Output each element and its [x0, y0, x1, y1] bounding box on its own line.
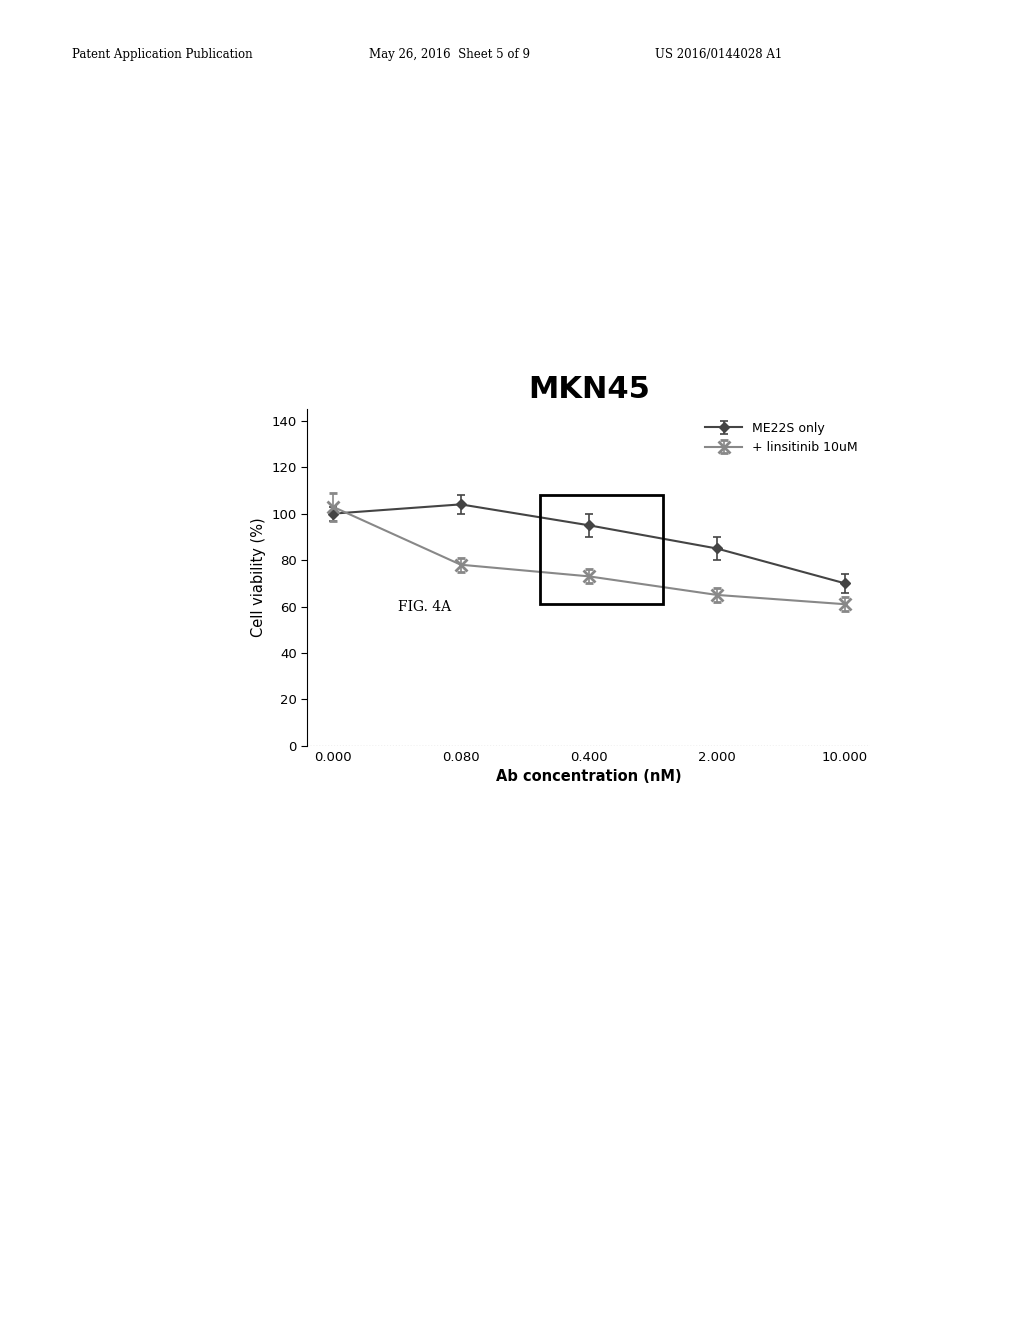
Text: US 2016/0144028 A1: US 2016/0144028 A1 [655, 48, 782, 61]
Text: FIG. 4A: FIG. 4A [398, 599, 452, 614]
Text: Patent Application Publication: Patent Application Publication [72, 48, 252, 61]
Text: May 26, 2016  Sheet 5 of 9: May 26, 2016 Sheet 5 of 9 [369, 48, 529, 61]
Y-axis label: Cell viability (%): Cell viability (%) [251, 517, 266, 638]
Bar [541, 495, 664, 605]
Legend: ME22S only, + linsitinib 10uM: ME22S only, + linsitinib 10uM [698, 416, 864, 461]
X-axis label: Ab concentration (nM): Ab concentration (nM) [496, 770, 682, 784]
Title: MKN45: MKN45 [527, 375, 650, 404]
